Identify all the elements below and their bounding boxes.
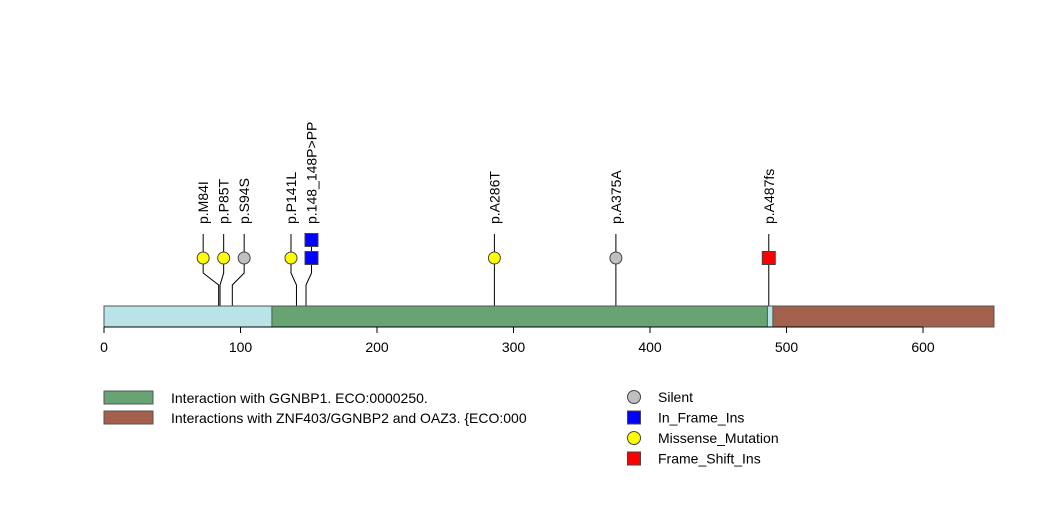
mutation-markers xyxy=(196,233,776,265)
mutation-marker xyxy=(237,251,251,265)
type-legend-label: Missense_Mutation xyxy=(658,430,779,446)
mutation-marker xyxy=(217,251,231,265)
x-tick-label: 400 xyxy=(638,339,662,355)
x-tick-label: 200 xyxy=(365,339,389,355)
type-legend-symbol xyxy=(627,431,641,445)
mutation-labels: p.M84I p.P85T p.S94S p.P141L p.148_148P>PP p.… xyxy=(195,122,777,224)
type-legend-symbol xyxy=(627,410,641,425)
mutation-stem xyxy=(290,234,297,306)
mutation-label: p.P85T xyxy=(216,178,232,224)
mutation-stem xyxy=(202,234,220,306)
domain-2 xyxy=(772,305,995,328)
mutation-marker xyxy=(304,251,319,265)
x-tick-label: 600 xyxy=(911,339,935,355)
x-tick-label: 300 xyxy=(502,339,526,355)
mutation-label: p.A286T xyxy=(486,171,502,224)
type-legend-label: Silent xyxy=(658,389,693,405)
domain-legend-label: Interactions with ZNF403/GGNBP2 and OAZ3… xyxy=(171,410,527,426)
mutation-marker xyxy=(304,233,319,247)
type-legend-symbol xyxy=(627,451,641,466)
protein-track xyxy=(103,305,995,328)
mutation-type-legend: Silent In_Frame_Ins Missense_Mutation Frame… xyxy=(627,389,779,467)
domain-1 xyxy=(271,305,768,328)
domain-legend: Interaction with GGNBP1. ECO:0000250. Int… xyxy=(103,390,527,426)
mutation-label: p.P141L xyxy=(283,172,299,224)
mutation-stems xyxy=(202,234,770,306)
domain-legend-swatch xyxy=(103,390,154,405)
mutation-marker xyxy=(609,251,623,265)
mutation-stem xyxy=(231,234,245,306)
x-tick-label: 500 xyxy=(775,339,799,355)
type-legend-label: Frame_Shift_Ins xyxy=(658,451,761,467)
mutation-marker xyxy=(284,251,298,265)
domain-legend-swatch xyxy=(103,410,154,425)
mutation-stem xyxy=(219,234,225,306)
mutation-label: p.148_148P>PP xyxy=(303,122,319,224)
x-tick-label: 100 xyxy=(229,339,253,355)
mutation-label: p.A375A xyxy=(608,170,624,224)
mutation-label: p.S94S xyxy=(236,178,252,224)
mutation-label: p.A487fs xyxy=(761,169,777,224)
domain-legend-label: Interaction with GGNBP1. ECO:0000250. xyxy=(171,390,428,406)
type-legend-label: In_Frame_Ins xyxy=(658,410,744,426)
mutation-marker xyxy=(196,251,210,265)
x-axis: 0 100 200 300 400 500 600 xyxy=(100,326,935,355)
mutation-marker xyxy=(487,251,501,265)
x-tick-label: 0 xyxy=(100,339,108,355)
type-legend-symbol xyxy=(627,390,641,404)
mutation-marker xyxy=(761,251,776,265)
mutation-label: p.M84I xyxy=(195,181,211,224)
